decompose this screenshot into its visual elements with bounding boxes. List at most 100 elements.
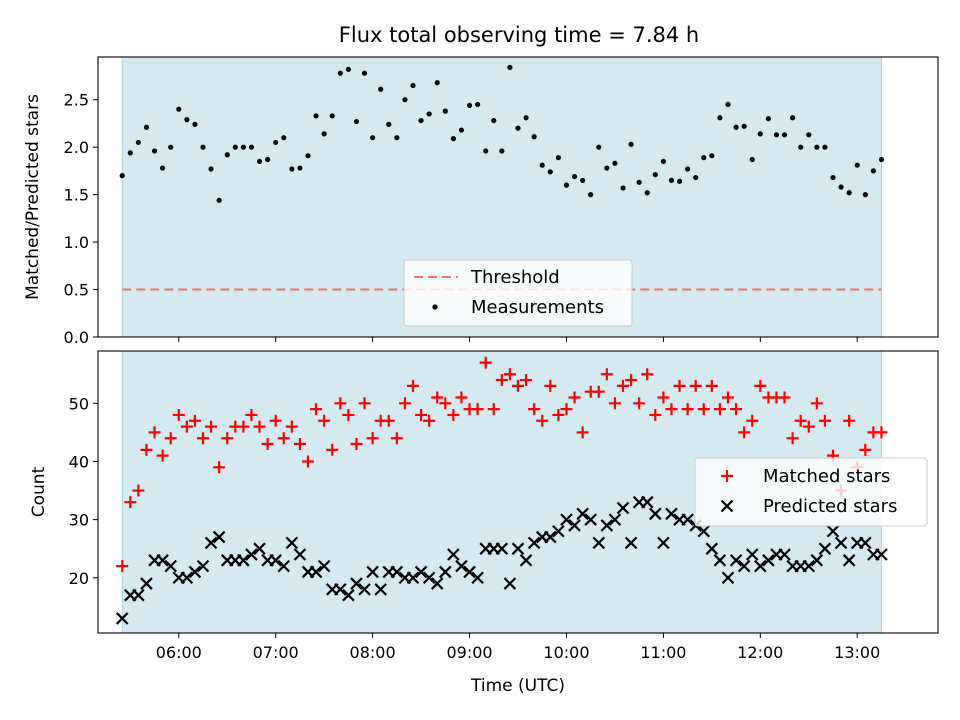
measurement-point [709, 153, 715, 159]
matched-star-point [503, 368, 516, 381]
measurement-point [870, 168, 876, 174]
predicted-star-point [180, 571, 194, 585]
matched-star-marker [721, 470, 733, 482]
predicted-star-point [754, 559, 767, 573]
matched-star-point [536, 414, 549, 427]
matched-star-point [875, 426, 888, 439]
predicted-star-point [212, 530, 226, 544]
measurement-point [822, 144, 828, 150]
y-tick-label: 30 [69, 511, 89, 530]
matched-star-point [293, 438, 306, 451]
predicted-stars-points [115, 495, 888, 625]
matched-star-point [156, 449, 169, 462]
matched-star-point [471, 403, 484, 416]
measurement-point [620, 185, 626, 191]
matched-star-point [657, 391, 670, 404]
predicted-star-point [245, 548, 258, 561]
predicted-star-point [705, 542, 719, 555]
predicted-star-point [495, 542, 509, 555]
y-axis-label: Count [29, 466, 49, 517]
measurement-point [135, 139, 141, 146]
predicted-star-point [293, 548, 307, 561]
predicted-star-point [503, 577, 517, 590]
measurement-point [127, 150, 133, 156]
measurement-point [143, 124, 150, 130]
matched-star-point [382, 414, 395, 427]
predicted-star-point [237, 554, 250, 567]
y-tick-label: 1.5 [64, 186, 89, 205]
matched-star-point [528, 403, 541, 416]
predicted-star-point [204, 536, 218, 550]
measurement-point [547, 169, 553, 175]
measurement-point [151, 148, 158, 154]
measurement-point [773, 132, 780, 138]
predicted-star-point [269, 554, 282, 567]
predicted-star-point [818, 542, 832, 555]
predicted-star-point [285, 536, 299, 550]
predicted-star-point [697, 524, 711, 538]
matched-star-point [705, 379, 718, 392]
measurement-point [765, 116, 771, 122]
matched-star-point [746, 414, 759, 427]
matched-star-point [245, 408, 258, 421]
y-tick-label: 50 [69, 394, 89, 413]
matched-stars-points [116, 356, 888, 573]
matched-star-point [358, 397, 371, 410]
matched-star-point [794, 414, 807, 427]
x-tick-label: 06:00 [156, 643, 202, 662]
matched-star-point [649, 408, 662, 421]
predicted-star-point [616, 501, 630, 515]
measurement-point [386, 121, 392, 127]
matched-star-point [261, 438, 274, 451]
matched-star-point [116, 560, 129, 573]
measurement-point [337, 70, 343, 76]
count-panel: 20 30 40 50 06:00 07:00 08:00 09:00 10:00 11:00 1… [29, 350, 939, 696]
predicted-star-point [624, 536, 638, 550]
y-tick-label: 0.5 [64, 281, 89, 300]
measurement-point [281, 135, 287, 141]
ratio-panel: 0.0 0.5 1.0 1.5 2.0 2.5 Matched/Predicted sta… [23, 56, 939, 347]
matched-star-point [197, 432, 209, 445]
legend-matched-swatch [721, 470, 733, 482]
predicted-star-point [834, 536, 848, 550]
measurement-point [458, 127, 465, 133]
matched-star-point [600, 368, 613, 381]
measurement-point [644, 190, 650, 196]
measurement-point [466, 102, 473, 109]
predicted-star-point [390, 565, 404, 579]
predicted-star-point [576, 507, 589, 521]
chart-title: Flux total observing time = 7.84 h [339, 23, 699, 47]
predicted-star-point [140, 577, 153, 590]
matched-star-point [843, 414, 856, 427]
y-axis-ticks: 20 30 40 50 [69, 394, 98, 588]
x-tick-label: 13:00 [834, 643, 880, 662]
matched-star-point [810, 397, 823, 410]
legend: Threshold Measurements [403, 259, 633, 327]
measurement-point [168, 144, 174, 150]
axes-frame [97, 350, 939, 634]
measurement-point [612, 160, 618, 166]
measurement-point [361, 70, 368, 76]
measurement-point [273, 139, 279, 146]
predicted-star-point [713, 554, 727, 567]
measurement-point [160, 165, 166, 171]
measurement-point [790, 115, 796, 121]
predicted-star-point [762, 554, 775, 567]
measurement-point [725, 101, 731, 108]
y-tick-label: 40 [69, 452, 89, 471]
measurement-point [749, 156, 755, 163]
predicted-star-point [277, 559, 291, 573]
y-tick-label: 1.0 [64, 233, 89, 252]
measurement-point [571, 173, 578, 180]
matched-star-point [778, 391, 791, 404]
predicted-star-point [568, 519, 581, 532]
predicted-star-point [810, 554, 824, 567]
measurement-point [345, 66, 351, 72]
matched-star-point [164, 432, 177, 445]
predicted-star-point [778, 548, 791, 561]
measurement-point [483, 148, 489, 154]
x-tick-label: 12:00 [737, 643, 783, 662]
predicted-star-marker [720, 499, 734, 513]
measurement-point [830, 174, 836, 181]
measurement-point [305, 153, 311, 159]
